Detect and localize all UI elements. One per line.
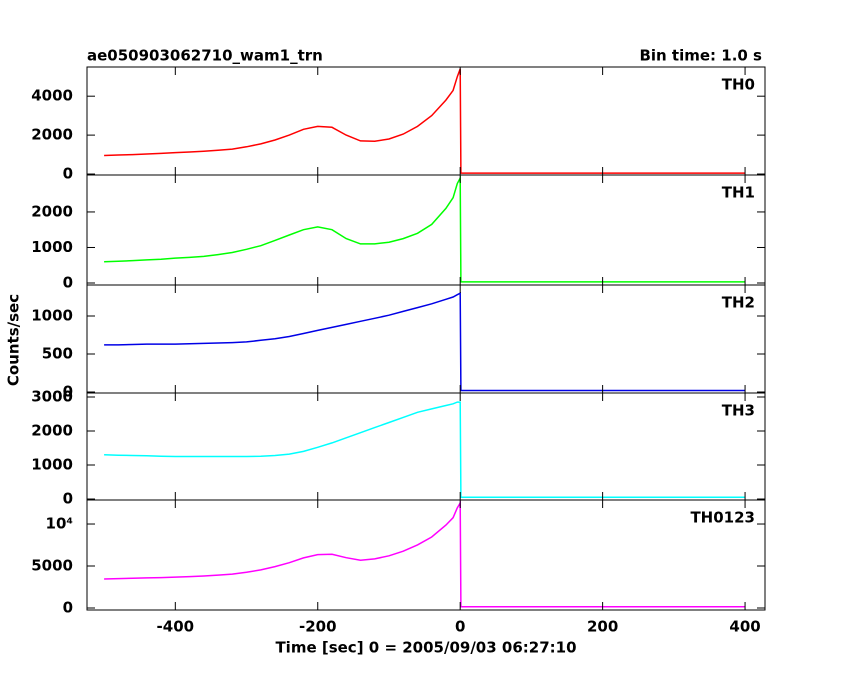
data-line — [104, 175, 746, 283]
panel-frame — [86, 66, 766, 176]
y-tick-label: 2000 — [31, 202, 73, 220]
y-tick-label: 0 — [63, 383, 73, 401]
y-tick-label: 2000 — [31, 126, 73, 144]
x-axis-label: Time [sec] 0 = 2005/09/03 06:27:10 — [275, 639, 576, 657]
x-tick-label: 200 — [587, 618, 618, 636]
y-tick-label: 1000 — [31, 238, 73, 256]
y-tick-label: 1000 — [31, 456, 73, 474]
y-tick-label: 0 — [63, 165, 73, 183]
y-tick-label: 3000 — [31, 388, 73, 406]
panel-label: TH3 — [722, 402, 755, 420]
x-tick-label: 400 — [729, 618, 760, 636]
panel-label: TH0123 — [690, 509, 755, 527]
panel-frame — [86, 174, 766, 286]
data-line — [104, 291, 746, 392]
data-line — [104, 401, 746, 499]
panel-frame — [86, 499, 766, 611]
y-tick-label: 2000 — [31, 422, 73, 440]
x-tick-label: -200 — [299, 618, 337, 636]
y-tick-label: 5000 — [31, 557, 73, 575]
data-line — [104, 500, 746, 608]
y-tick-label: 0 — [63, 599, 73, 617]
y-tick-label: 4000 — [31, 87, 73, 105]
x-tick-label: 0 — [455, 618, 465, 636]
y-tick-label: 500 — [42, 345, 73, 363]
chart-title: ae050903062710_wam1_trn — [87, 47, 323, 65]
bin-time: Bin time: 1.0 s — [639, 47, 762, 65]
x-tick-label: -400 — [157, 618, 195, 636]
panel-label: TH2 — [722, 294, 755, 312]
y-tick-label: 0 — [63, 274, 73, 292]
y-tick-label: 0 — [63, 490, 73, 508]
panel-label: TH0 — [722, 76, 755, 94]
y-tick-label: 10⁴ — [46, 515, 73, 533]
panel-frame — [86, 284, 766, 394]
y-tick-label: 1000 — [31, 307, 73, 325]
panel-label: TH1 — [722, 184, 755, 202]
y-axis-label: Counts/sec — [5, 294, 23, 386]
data-line — [104, 68, 746, 174]
panel-frame — [86, 392, 766, 501]
